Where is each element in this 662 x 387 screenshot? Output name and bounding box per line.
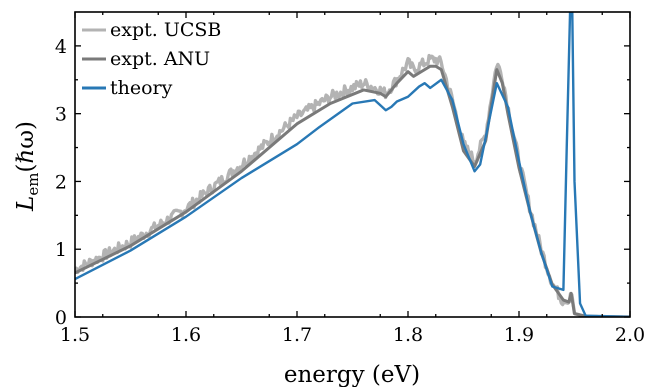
series-line-3 — [75, 12, 630, 317]
y-axis-ticks: 0 1 2 3 4 — [55, 36, 630, 329]
x-tick-label: 1.7 — [282, 324, 312, 346]
series-layer — [75, 12, 630, 317]
legend: expt. UCSB expt. ANU theory — [82, 19, 221, 99]
legend-label: expt. UCSB — [110, 19, 221, 41]
y-tick-label: 2 — [55, 171, 67, 193]
y-tick-label: 1 — [55, 239, 67, 261]
x-tick-label: 1.9 — [504, 324, 534, 346]
plot-frame — [74, 11, 631, 318]
legend-label: expt. ANU — [110, 48, 210, 70]
series-line-2 — [75, 64, 630, 317]
y-axis-title-subscript: em — [24, 173, 42, 196]
x-tick-label: 1.6 — [171, 324, 201, 346]
x-axis-title: energy (eV) — [284, 362, 420, 387]
x-tick-label: 2.0 — [615, 324, 645, 346]
x-tick-label: 1.8 — [393, 324, 423, 346]
y-tick-label: 3 — [55, 104, 67, 126]
y-axis-title: Lem(ℏω) — [13, 121, 42, 212]
y-axis-title-symbol: L — [13, 196, 39, 212]
x-axis-ticks: 1.5 1.6 1.7 1.8 1.9 2.0 — [60, 12, 645, 346]
y-tick-label: 4 — [55, 36, 67, 58]
y-axis-title-argument: (ℏω) — [13, 121, 39, 173]
x-tick-label: 1.5 — [60, 324, 90, 346]
y-tick-label: 0 — [55, 307, 67, 329]
legend-label: theory — [110, 77, 173, 99]
